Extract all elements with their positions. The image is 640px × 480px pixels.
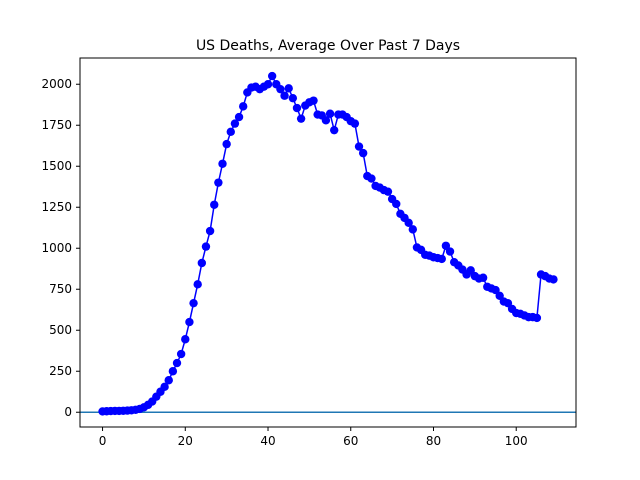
- x-tick-label: 40: [260, 434, 275, 448]
- data-point: [222, 139, 231, 149]
- data-point: [189, 298, 198, 308]
- data-point: [218, 159, 227, 168]
- data-point: [284, 84, 293, 93]
- data-point: [197, 258, 207, 268]
- data-point: [238, 102, 248, 111]
- data-point: [358, 148, 368, 158]
- y-tick-label: 250: [49, 364, 72, 378]
- data-point: [350, 119, 360, 128]
- data-point: [160, 382, 169, 392]
- y-tick-label: 1750: [41, 118, 72, 132]
- data-point: [280, 91, 289, 100]
- data-point: [263, 80, 273, 89]
- x-tick-label: 100: [505, 434, 528, 448]
- data-point: [383, 187, 393, 196]
- data-point: [181, 335, 190, 344]
- y-tick-label: 1000: [41, 241, 72, 255]
- data-point: [445, 247, 455, 256]
- axes: 0 20 40 60 80 1000250500750100012501500175020…: [41, 57, 577, 448]
- data-point: [176, 349, 186, 359]
- data-point: [408, 225, 418, 234]
- series-line: [102, 74, 554, 413]
- chart-title: US Deaths, Average Over Past 7 Days: [196, 38, 460, 54]
- y-tick-label: 750: [49, 282, 72, 296]
- data-point: [210, 200, 219, 209]
- data-point: [267, 71, 277, 81]
- data-point: [309, 96, 318, 105]
- data-point: [164, 376, 173, 385]
- data-point: [234, 112, 244, 122]
- x-tick-label: 0: [99, 434, 107, 448]
- data-point: [325, 109, 335, 118]
- axes-frame: [79, 57, 577, 428]
- data-point: [214, 178, 223, 187]
- y-tick-label: 500: [49, 323, 72, 337]
- y-tick-label: 2000: [41, 77, 72, 91]
- data-point: [296, 114, 306, 123]
- y-tick-label: 0: [64, 405, 72, 419]
- plot-area: [80, 71, 576, 416]
- data-point: [392, 199, 401, 209]
- x-tick-label: 60: [343, 434, 358, 448]
- data-point: [226, 127, 235, 136]
- data-point: [321, 116, 331, 125]
- data-point: [276, 84, 285, 94]
- data-point: [172, 358, 182, 368]
- y-tick-label: 1250: [41, 200, 72, 214]
- data-point: [549, 275, 558, 284]
- data-point: [330, 125, 339, 135]
- data-point: [437, 254, 446, 264]
- data-point: [205, 226, 215, 236]
- data-point: [168, 367, 178, 376]
- x-tick-label: 20: [178, 434, 193, 448]
- data-point: [367, 174, 376, 183]
- data-point: [230, 119, 240, 128]
- y-tick-label: 1500: [41, 159, 72, 173]
- data-point: [532, 313, 542, 323]
- data-point: [292, 103, 302, 113]
- data-point: [288, 93, 298, 103]
- data-point: [193, 280, 202, 289]
- x-tick-label: 80: [426, 434, 441, 448]
- data-point: [185, 317, 194, 327]
- data-point: [404, 218, 413, 228]
- data-point: [201, 242, 211, 251]
- data-point: [354, 142, 364, 151]
- data-point: [478, 273, 488, 282]
